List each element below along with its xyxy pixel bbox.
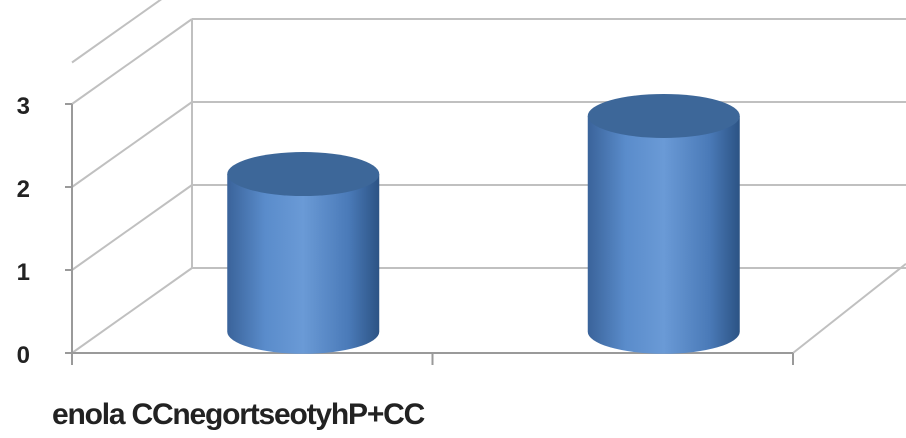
bars: [227, 93, 740, 354]
gridlines: [71, 0, 906, 354]
y-tick-label: 2: [17, 176, 30, 203]
axis-labels: 0 1 2 3 enola CCnegortseotyhP+CC: [17, 93, 426, 431]
bar-top: [227, 152, 380, 197]
y-tick-label: 3: [17, 93, 30, 120]
bar-body: [227, 174, 380, 354]
gridline-side: [71, 18, 193, 105]
y-tick-label: 1: [17, 259, 30, 286]
bar-top: [587, 93, 740, 138]
gridline-side: [71, 267, 193, 354]
bar-body: [587, 115, 740, 354]
bar: [227, 152, 380, 354]
x-category-labels: enola CCnegortseotyhP+CC: [52, 398, 425, 431]
floor-edge: [792, 262, 906, 354]
y-tick-label: 0: [17, 342, 30, 369]
gridline-side: [71, 101, 193, 188]
gridline-side: [71, 0, 162, 64]
bar: [587, 93, 740, 354]
gridline-side: [71, 184, 193, 271]
